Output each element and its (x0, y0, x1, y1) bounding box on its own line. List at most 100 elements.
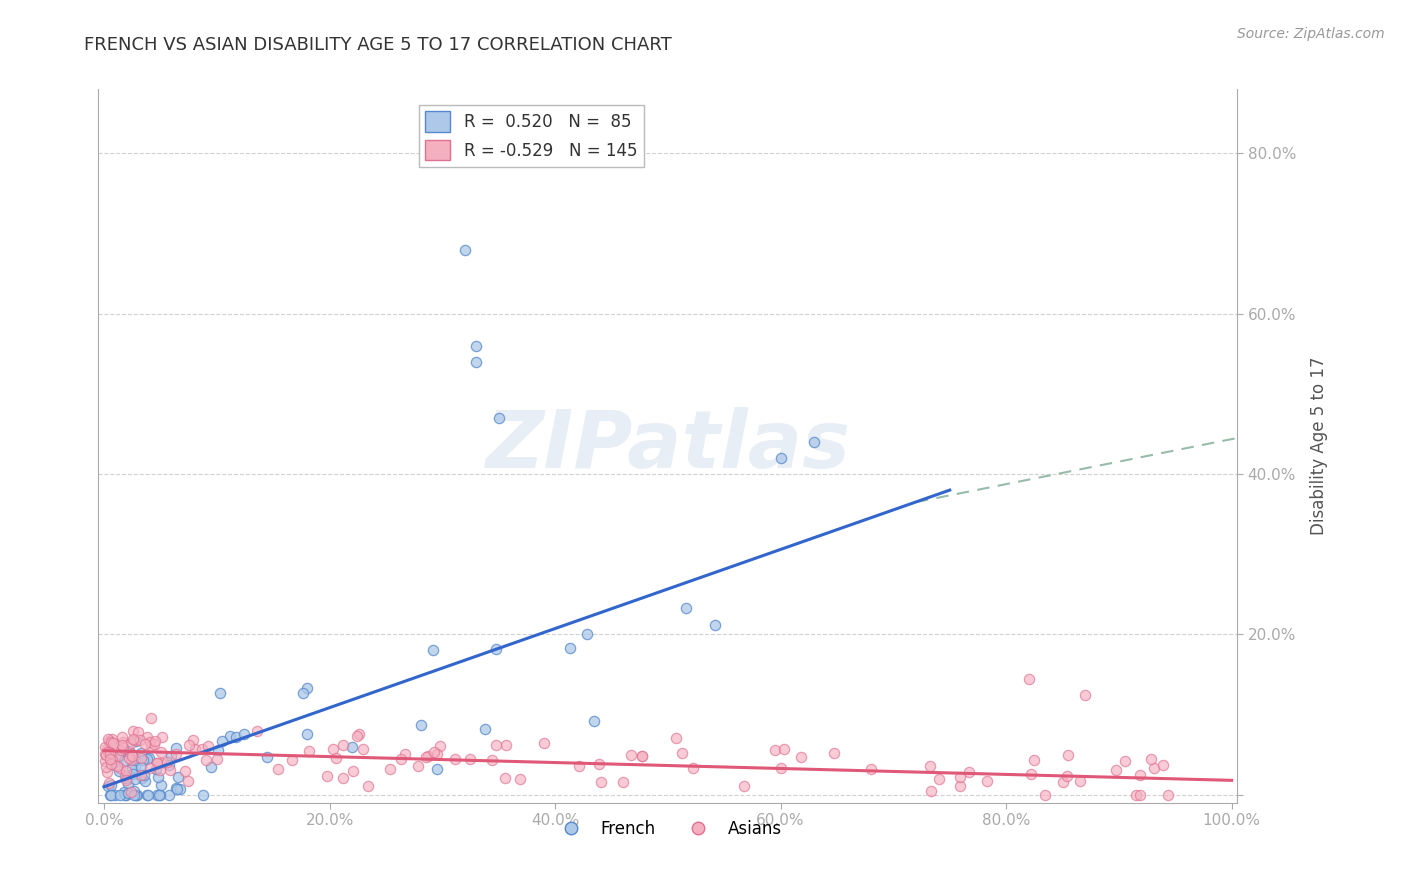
Point (682, 761, 704, 775)
Point (429, 739, 451, 753)
Point (100, 732, 122, 747)
Point (352, 741, 374, 756)
Point (920, 758, 942, 772)
Point (612, 775, 634, 789)
Point (111, 731, 134, 745)
Point (1018, 672, 1040, 686)
Point (124, 788, 146, 802)
Point (1129, 788, 1152, 802)
Point (928, 772, 950, 786)
Point (1022, 753, 1045, 767)
Point (148, 788, 170, 802)
Point (485, 738, 508, 752)
Point (96, 764, 118, 779)
Point (620, 748, 643, 763)
Point (494, 771, 516, 785)
Point (129, 733, 152, 747)
Point (1129, 768, 1152, 782)
Point (763, 743, 786, 757)
Point (568, 759, 591, 773)
Point (96, 759, 118, 773)
Point (149, 778, 172, 792)
Point (146, 788, 169, 802)
Point (394, 747, 416, 762)
Point (98, 733, 121, 747)
Point (665, 731, 688, 745)
Legend: French, Asians: French, Asians (547, 814, 789, 845)
Point (100, 756, 122, 771)
Point (378, 762, 401, 776)
Point (225, 730, 247, 744)
Point (191, 742, 214, 756)
Point (122, 724, 145, 739)
Point (558, 640, 581, 655)
Point (124, 760, 146, 774)
Point (295, 681, 318, 695)
Point (165, 740, 187, 755)
Point (135, 788, 157, 802)
Point (122, 784, 145, 798)
Point (139, 761, 162, 775)
Point (415, 750, 437, 764)
Point (191, 788, 214, 802)
Point (582, 714, 605, 729)
Point (97, 731, 120, 746)
Point (160, 749, 183, 764)
Point (533, 736, 555, 750)
Point (94, 748, 117, 763)
Point (920, 784, 942, 798)
Point (1069, 774, 1091, 789)
Point (589, 775, 612, 789)
Point (127, 725, 149, 739)
Point (112, 785, 135, 799)
Point (1019, 767, 1042, 781)
Point (576, 627, 599, 641)
Point (122, 732, 145, 747)
Point (111, 735, 134, 749)
Point (111, 739, 134, 753)
Point (357, 779, 380, 793)
Point (145, 756, 167, 771)
Point (94, 740, 117, 755)
Point (120, 753, 142, 767)
Point (107, 750, 129, 764)
Point (96, 741, 118, 756)
Point (129, 746, 152, 760)
Point (389, 752, 412, 766)
Point (266, 762, 288, 776)
Point (1033, 788, 1056, 802)
Point (138, 788, 160, 802)
Point (295, 727, 318, 741)
Point (772, 742, 794, 756)
Point (488, 411, 510, 425)
Point (97, 776, 120, 790)
Point (107, 764, 129, 778)
Point (411, 718, 433, 732)
Point (157, 788, 180, 802)
Point (495, 738, 517, 752)
Point (588, 756, 610, 771)
Point (114, 754, 136, 768)
Point (121, 767, 143, 781)
Point (165, 747, 187, 762)
Point (125, 788, 148, 802)
Point (159, 764, 181, 778)
Point (146, 770, 169, 784)
Point (134, 737, 156, 751)
Point (423, 745, 446, 759)
Point (115, 772, 138, 787)
Point (1114, 754, 1136, 768)
Point (332, 771, 354, 785)
Point (114, 764, 136, 778)
Point (342, 764, 364, 779)
Point (121, 747, 143, 761)
Point (104, 788, 127, 802)
Point (197, 739, 219, 753)
Point (134, 774, 156, 789)
Point (349, 727, 371, 741)
Point (949, 770, 972, 784)
Point (671, 746, 693, 760)
Point (149, 788, 172, 802)
Text: FRENCH VS ASIAN DISABILITY AGE 5 TO 17 CORRELATION CHART: FRENCH VS ASIAN DISABILITY AGE 5 TO 17 C… (84, 36, 672, 54)
Point (177, 738, 200, 752)
